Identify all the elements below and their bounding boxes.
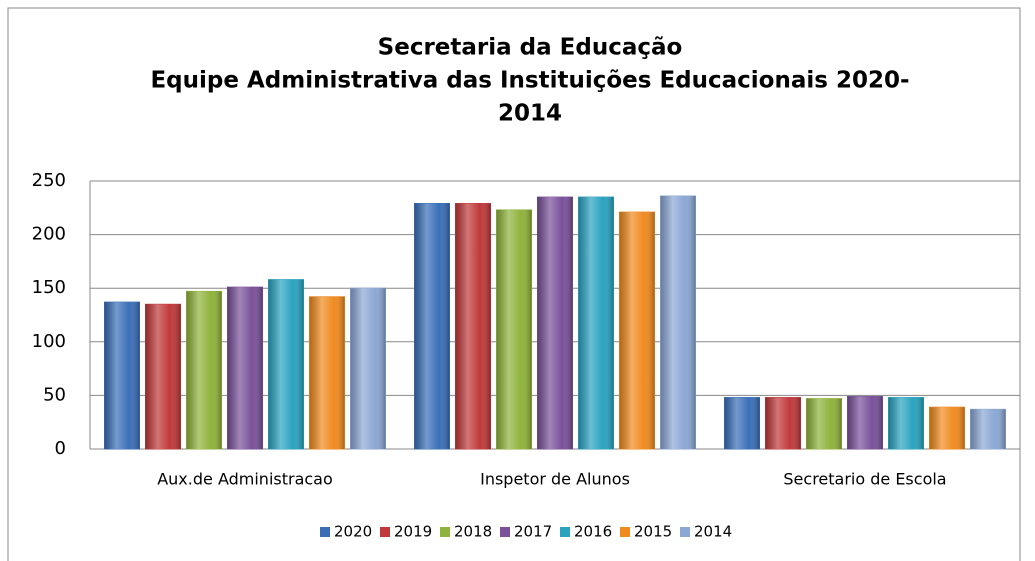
x-tick-label: Aux.de Administracao — [157, 470, 333, 489]
legend-swatch — [380, 527, 390, 537]
chart-title: Secretaria da Educação — [378, 35, 683, 61]
legend-swatch — [500, 527, 510, 537]
bar-shine — [309, 296, 345, 449]
x-tick-label: Inspetor de Alunos — [480, 470, 630, 489]
legend-label: 2015 — [634, 523, 672, 541]
bar-shine — [765, 397, 801, 449]
bar-shine — [929, 407, 965, 449]
bar-shine — [806, 398, 842, 449]
y-tick-label: 50 — [43, 384, 66, 405]
bar-shine — [104, 302, 140, 449]
bar-shine — [350, 288, 386, 449]
legend-swatch — [680, 527, 690, 537]
bar-shine — [660, 196, 696, 449]
bar-shine — [496, 209, 532, 449]
bar-shine — [414, 203, 450, 449]
bar-shine — [145, 304, 181, 449]
bar-shine — [970, 409, 1006, 449]
bar-shine — [186, 291, 222, 449]
bar-shine — [455, 203, 491, 449]
bar-shine — [227, 287, 263, 449]
y-tick-label: 250 — [32, 170, 66, 191]
y-tick-label: 0 — [55, 438, 66, 459]
legend-label: 2016 — [574, 523, 612, 541]
bar-shine — [537, 197, 573, 449]
legend-label: 2017 — [514, 523, 552, 541]
legend-label: 2018 — [454, 523, 492, 541]
chart-title: 2014 — [498, 101, 562, 127]
x-tick-label: Secretario de Escola — [783, 470, 946, 489]
bar-shine — [847, 396, 883, 449]
legend-swatch — [560, 527, 570, 537]
chart-title: Equipe Administrativa das Instituições E… — [150, 68, 909, 94]
legend-swatch — [320, 527, 330, 537]
y-tick-label: 200 — [32, 224, 66, 245]
bar-shine — [268, 279, 304, 449]
legend-swatch — [620, 527, 630, 537]
bar-shine — [724, 397, 760, 449]
chart-border — [7, 7, 1021, 561]
legend-swatch — [440, 527, 450, 537]
legend-label: 2014 — [694, 523, 732, 541]
bar-shine — [578, 197, 614, 449]
bar-shine — [888, 397, 924, 449]
y-tick-label: 100 — [32, 331, 66, 352]
bar-shine — [619, 212, 655, 449]
y-tick-label: 150 — [32, 277, 66, 298]
legend-label: 2019 — [394, 523, 432, 541]
legend-label: 2020 — [334, 523, 372, 541]
